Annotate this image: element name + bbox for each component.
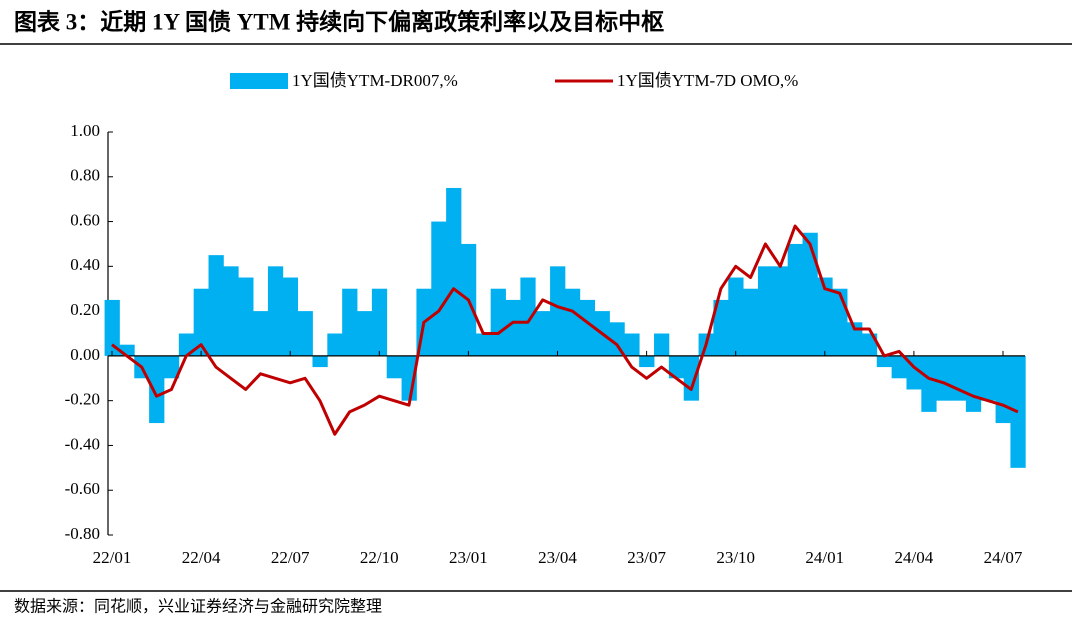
x-tick-label: 24/07	[984, 548, 1023, 567]
bar	[193, 288, 209, 356]
y-tick-label: 0.80	[70, 166, 100, 185]
bar	[713, 299, 729, 356]
x-tick-label: 22/01	[93, 548, 132, 567]
bar	[267, 266, 284, 356]
x-tick-label: 22/07	[271, 548, 310, 567]
x-tick-label: 22/04	[182, 548, 221, 567]
bar	[386, 355, 402, 379]
y-tick-label: 1.00	[70, 121, 100, 140]
bar	[223, 266, 239, 356]
bar	[965, 355, 982, 412]
bar	[520, 277, 536, 356]
bar	[104, 299, 120, 356]
bar	[163, 355, 180, 379]
bar	[505, 299, 521, 356]
bar	[475, 333, 492, 356]
bar	[980, 355, 996, 401]
bar	[951, 355, 967, 401]
bar	[757, 266, 774, 356]
y-tick-label: 0.60	[70, 210, 100, 229]
chart-title: 图表 3：近期 1Y 国债 YTM 持续向下偏离政策利率以及目标中枢	[14, 8, 664, 34]
legend-label: 1Y国债YTM-7D OMO,%	[617, 71, 798, 90]
bar	[609, 322, 625, 356]
source: 数据来源：同花顺，兴业证券经济与金融研究院整理	[14, 598, 382, 616]
bar	[639, 355, 655, 368]
legend-label: 1Y国债YTM-DR007,%	[292, 71, 458, 90]
bar	[1010, 355, 1026, 468]
bar	[683, 355, 699, 401]
bar	[579, 299, 596, 356]
y-tick-label: 0.20	[70, 300, 100, 319]
bar	[342, 288, 358, 356]
bar	[891, 355, 907, 379]
bar	[297, 311, 313, 356]
bar	[832, 288, 848, 356]
bar	[371, 288, 388, 356]
bar	[995, 355, 1011, 424]
y-tick-label: 0.00	[70, 345, 100, 364]
bar	[149, 355, 165, 424]
bar	[728, 277, 744, 356]
bar	[431, 221, 447, 356]
x-tick-label: 22/10	[360, 548, 399, 567]
bar	[668, 355, 685, 379]
bar	[550, 266, 566, 356]
line	[111, 224, 1019, 436]
y-tick-label: -0.80	[65, 524, 100, 543]
y-tick-label: -0.60	[65, 479, 100, 498]
bar	[817, 277, 833, 356]
bar	[802, 232, 818, 356]
bar	[253, 311, 269, 356]
bar	[282, 277, 299, 356]
y-tick-label: -0.40	[65, 434, 100, 453]
bar	[238, 277, 254, 356]
bar	[564, 288, 581, 356]
x-tick-label: 24/04	[895, 548, 934, 567]
y-tick-label: 0.40	[70, 255, 100, 274]
bar	[357, 311, 373, 356]
bar	[876, 355, 893, 368]
bar	[936, 355, 952, 401]
legend-swatch	[230, 73, 288, 89]
bar	[787, 243, 803, 356]
bar	[921, 355, 937, 412]
bar	[446, 187, 462, 356]
bar	[178, 333, 195, 356]
x-tick-label: 24/01	[805, 548, 844, 567]
x-tick-label: 23/10	[716, 548, 755, 567]
bar	[535, 311, 551, 356]
bar	[119, 344, 135, 356]
x-tick-label: 23/01	[449, 548, 488, 567]
bar	[490, 288, 506, 356]
y-tick-label: -0.20	[65, 390, 100, 409]
bar	[624, 333, 640, 356]
bar	[312, 355, 328, 368]
bar	[743, 288, 759, 356]
bar	[847, 322, 863, 356]
bar	[327, 333, 343, 356]
bar	[772, 266, 789, 356]
x-tick-label: 23/04	[538, 548, 577, 567]
bar	[208, 255, 224, 356]
bar	[654, 333, 670, 356]
x-tick-label: 23/07	[627, 548, 666, 567]
